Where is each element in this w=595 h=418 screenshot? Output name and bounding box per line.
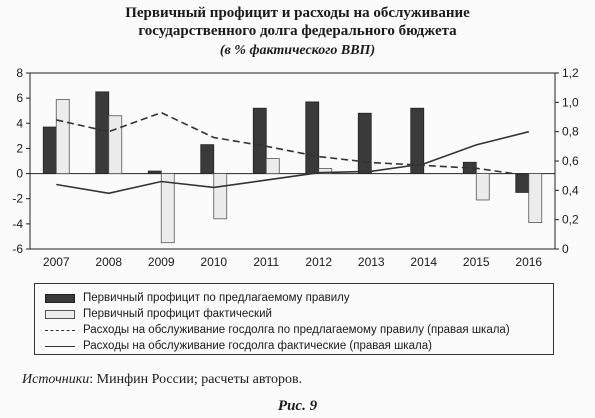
bar-planned-surplus — [42, 126, 57, 174]
x-axis-tick-label: 2014 — [410, 255, 437, 269]
legend-item-planned-debt-service: Расходы на обслуживание госдолга по пред… — [45, 322, 510, 338]
x-axis-tick-label: 2012 — [305, 255, 332, 269]
bar-planned-surplus — [515, 173, 530, 193]
legend-label: Расходы на обслуживание госдолга фактиче… — [83, 340, 432, 352]
source-label: Источники — [22, 372, 90, 387]
right-axis-tick-label: 1,2 — [562, 66, 579, 80]
x-axis-tick-label: 2010 — [200, 255, 227, 269]
left-axis-tick-label: 2 — [16, 141, 23, 155]
bar-actual-surplus — [160, 173, 175, 244]
bar-actual-surplus — [213, 173, 228, 220]
figure-caption: Рис. 9 — [277, 398, 318, 414]
x-axis-tick-label: 2011 — [253, 255, 279, 269]
legend-swatch-dashed-line — [45, 329, 75, 331]
x-axis-tick-label: 2009 — [148, 255, 175, 269]
bar-actual-surplus — [108, 115, 123, 174]
chart-legend: Первичный профицит по предлагаемому прав… — [34, 283, 554, 355]
bar-planned-surplus — [252, 107, 267, 174]
right-axis-tick-label: 1,0 — [562, 95, 579, 109]
legend-label: Первичный профицит фактический — [83, 308, 272, 320]
bar-planned-surplus — [305, 101, 320, 174]
bar-planned-surplus — [410, 107, 425, 174]
bar-actual-surplus — [475, 173, 490, 201]
x-axis-tick-label: 2016 — [515, 255, 542, 269]
bar-planned-surplus — [95, 91, 110, 174]
line-planned-debt-service — [56, 111, 529, 177]
right-axis-tick-label: 0,2 — [562, 213, 579, 227]
right-axis-tick-label: 0 — [562, 242, 569, 256]
left-axis-tick-label: -2 — [12, 192, 23, 206]
x-axis-tick-label: 2007 — [43, 255, 70, 269]
chart-subtitle: (в % фактического ВВП) — [219, 43, 376, 58]
source-text: : Минфин России; расчеты авторов. — [89, 372, 303, 387]
legend-item-actual-debt-service: Расходы на обслуживание госдолга фактиче… — [45, 338, 432, 354]
legend-swatch-dark-bar — [45, 293, 75, 303]
source-note: Источники: Минфин России; расчеты авторо… — [22, 372, 302, 388]
legend-swatch-solid-line — [45, 345, 75, 347]
left-axis-tick-label: 8 — [16, 66, 23, 80]
line-actual-debt-service — [56, 130, 529, 195]
bar-actual-surplus — [55, 99, 70, 174]
bar-actual-surplus — [318, 168, 333, 174]
x-axis-tick-label: 2015 — [463, 255, 490, 269]
right-axis-tick-label: 0,6 — [562, 154, 579, 168]
chart-title-line-2: государственного долга федерального бюдж… — [138, 23, 457, 39]
bar-actual-surplus — [265, 158, 280, 174]
bar-planned-surplus — [147, 170, 162, 174]
x-axis-tick-label: 2013 — [358, 255, 385, 269]
bar-actual-surplus — [528, 173, 543, 223]
left-axis-tick-label: 0 — [16, 167, 23, 181]
right-axis-tick-label: 0,8 — [562, 125, 579, 139]
x-axis-tick-label: 2008 — [95, 255, 122, 269]
bar-planned-surplus — [357, 112, 372, 174]
left-axis-tick-label: -6 — [12, 242, 23, 256]
legend-item-actual-surplus: Первичный профицит фактический — [45, 306, 272, 322]
legend-swatch-light-bar — [45, 309, 75, 319]
bar-planned-surplus — [200, 144, 215, 174]
legend-label: Расходы на обслуживание госдолга по пред… — [83, 324, 510, 336]
left-axis-tick-label: 4 — [16, 116, 23, 130]
right-axis-tick-label: 0,4 — [562, 183, 579, 197]
chart-title-line-1: Первичный профицит и расходы на обслужив… — [125, 5, 470, 21]
left-axis-tick-label: -4 — [12, 217, 23, 231]
legend-label: Первичный профицит по предлагаемому прав… — [83, 292, 350, 304]
left-axis-tick-label: 6 — [16, 91, 23, 105]
legend-item-planned-surplus: Первичный профицит по предлагаемому прав… — [45, 290, 350, 306]
